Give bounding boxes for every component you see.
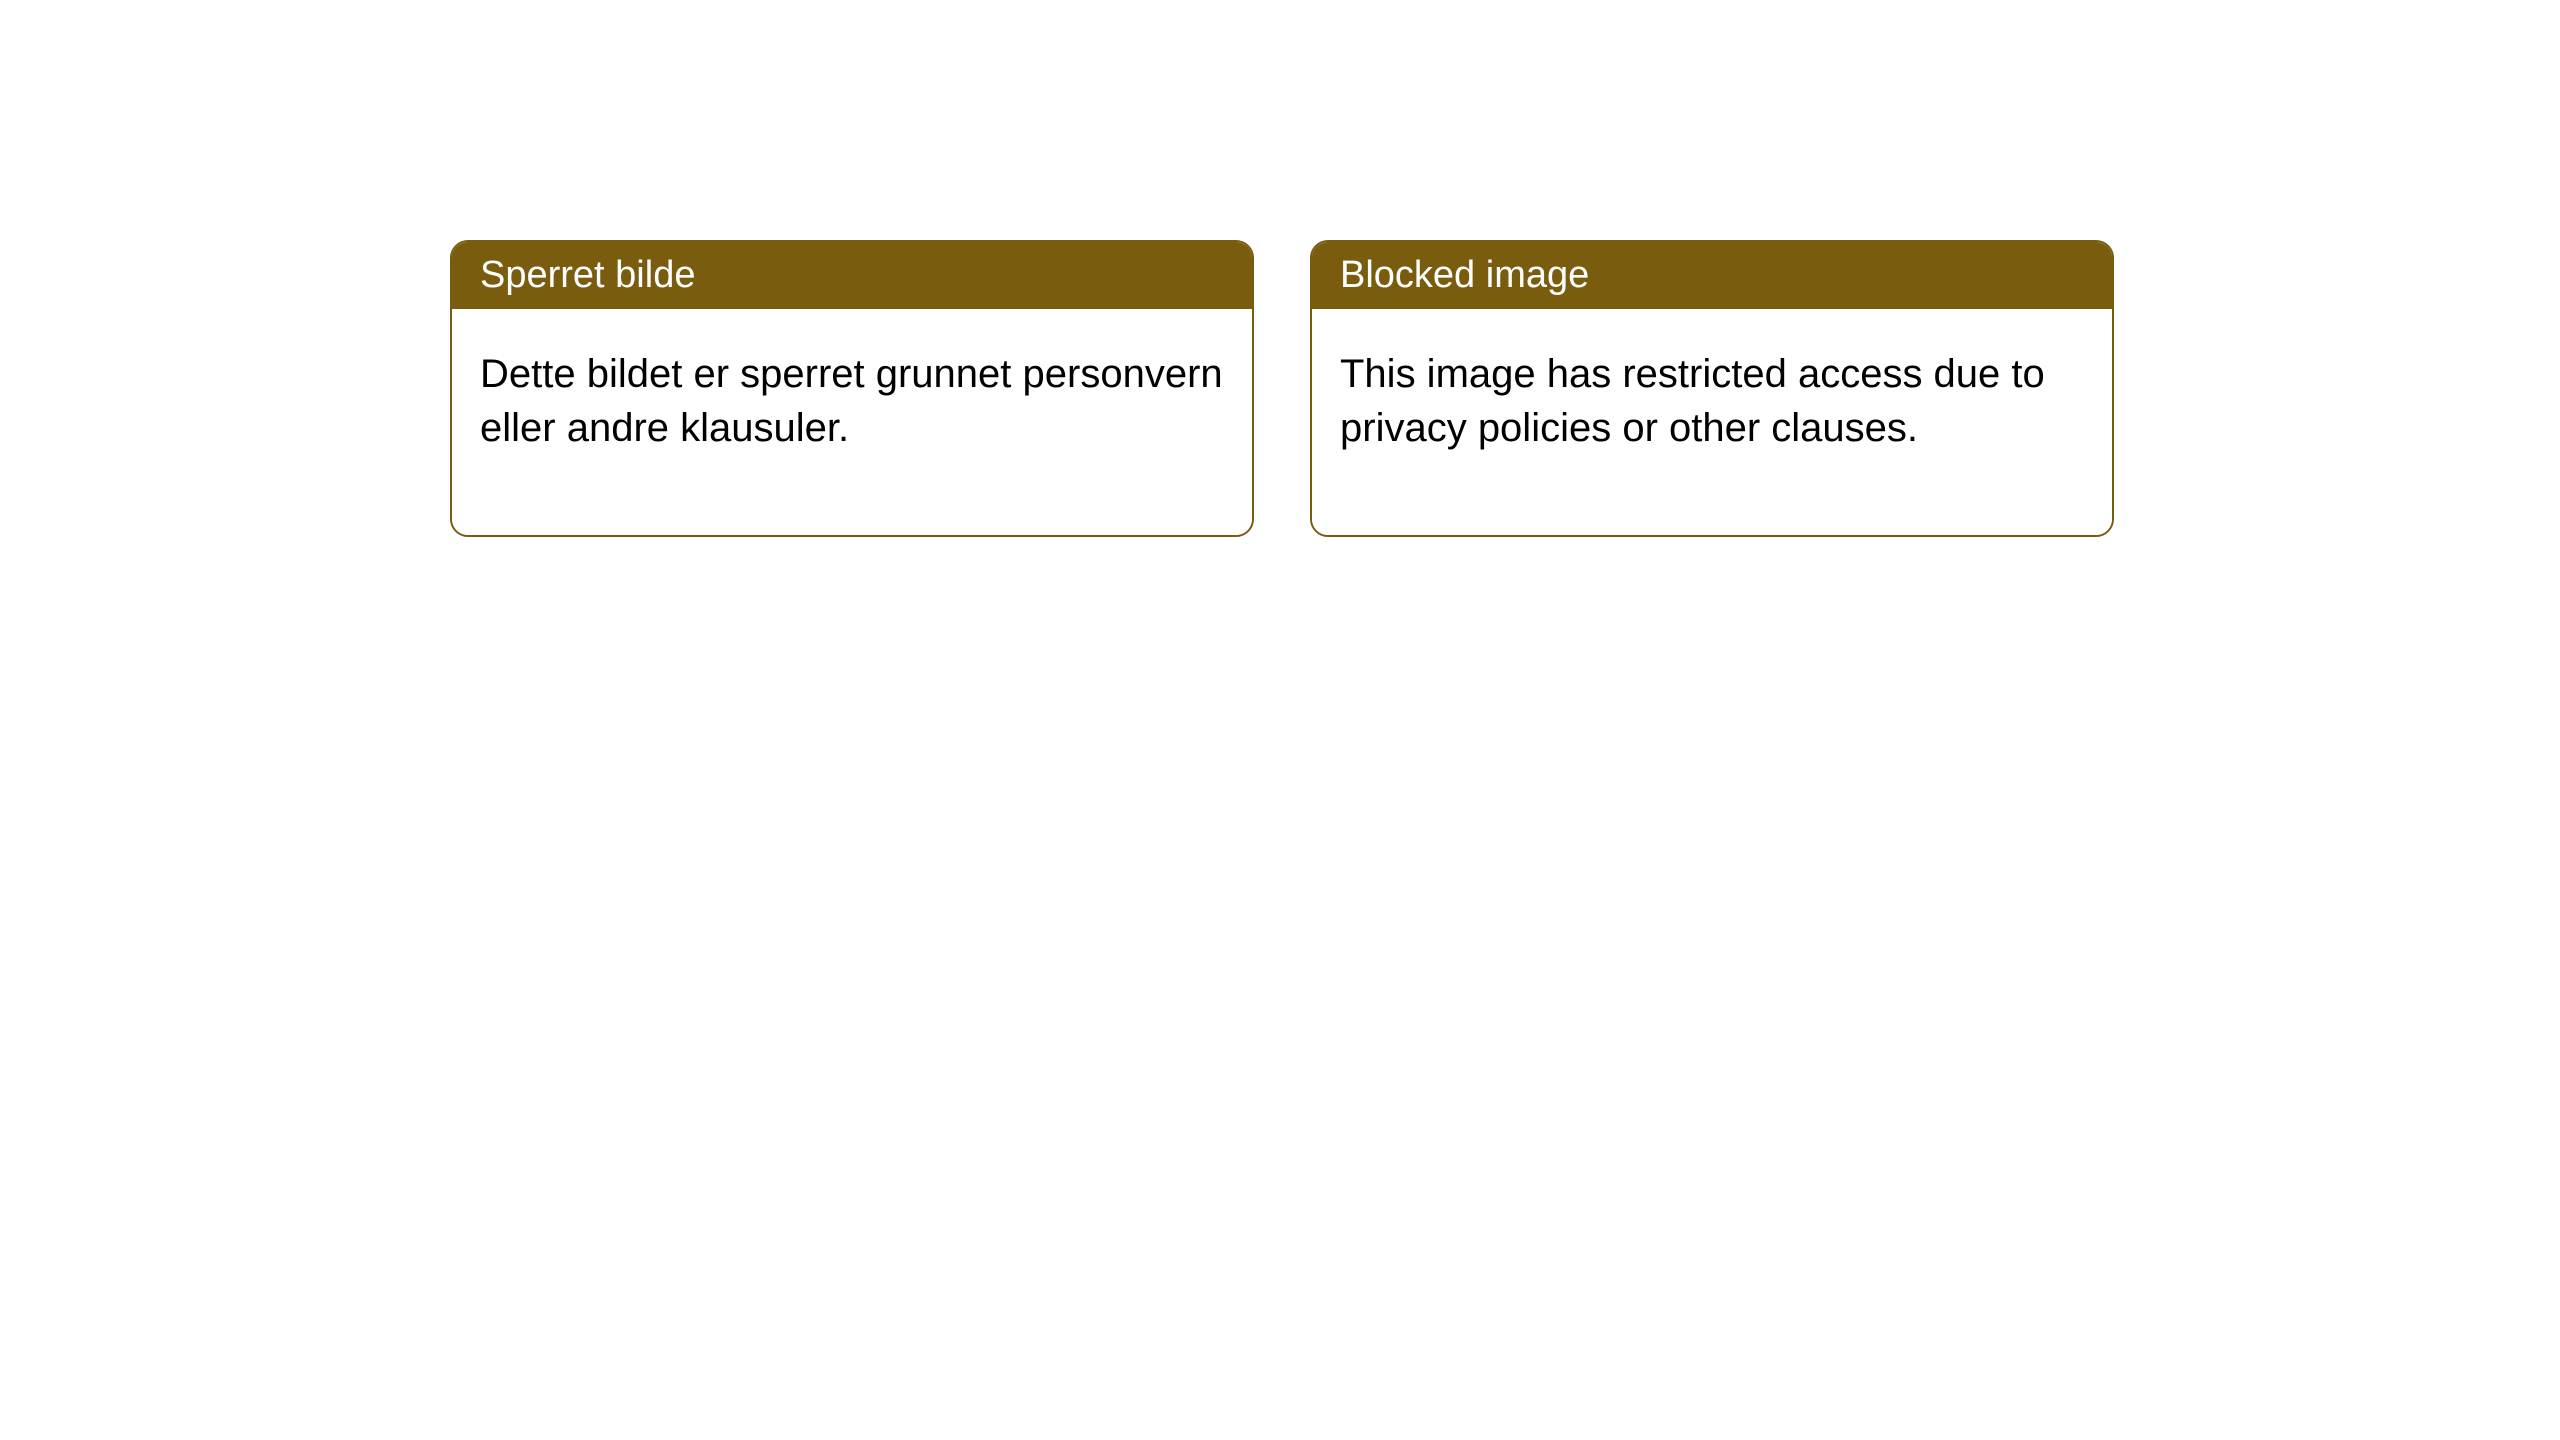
notice-card-text: Dette bildet er sperret grunnet personve… [480, 347, 1224, 455]
notice-cards-container: Sperret bilde Dette bildet er sperret gr… [0, 0, 2560, 537]
notice-card-english: Blocked image This image has restricted … [1310, 240, 2114, 537]
notice-card-title: Sperret bilde [480, 254, 695, 296]
notice-card-header: Sperret bilde [452, 242, 1252, 309]
notice-card-header: Blocked image [1312, 242, 2112, 309]
notice-card-title: Blocked image [1340, 254, 1589, 296]
notice-card-norwegian: Sperret bilde Dette bildet er sperret gr… [450, 240, 1254, 537]
notice-card-text: This image has restricted access due to … [1340, 347, 2084, 455]
notice-card-body: This image has restricted access due to … [1312, 309, 2112, 535]
notice-card-body: Dette bildet er sperret grunnet personve… [452, 309, 1252, 535]
